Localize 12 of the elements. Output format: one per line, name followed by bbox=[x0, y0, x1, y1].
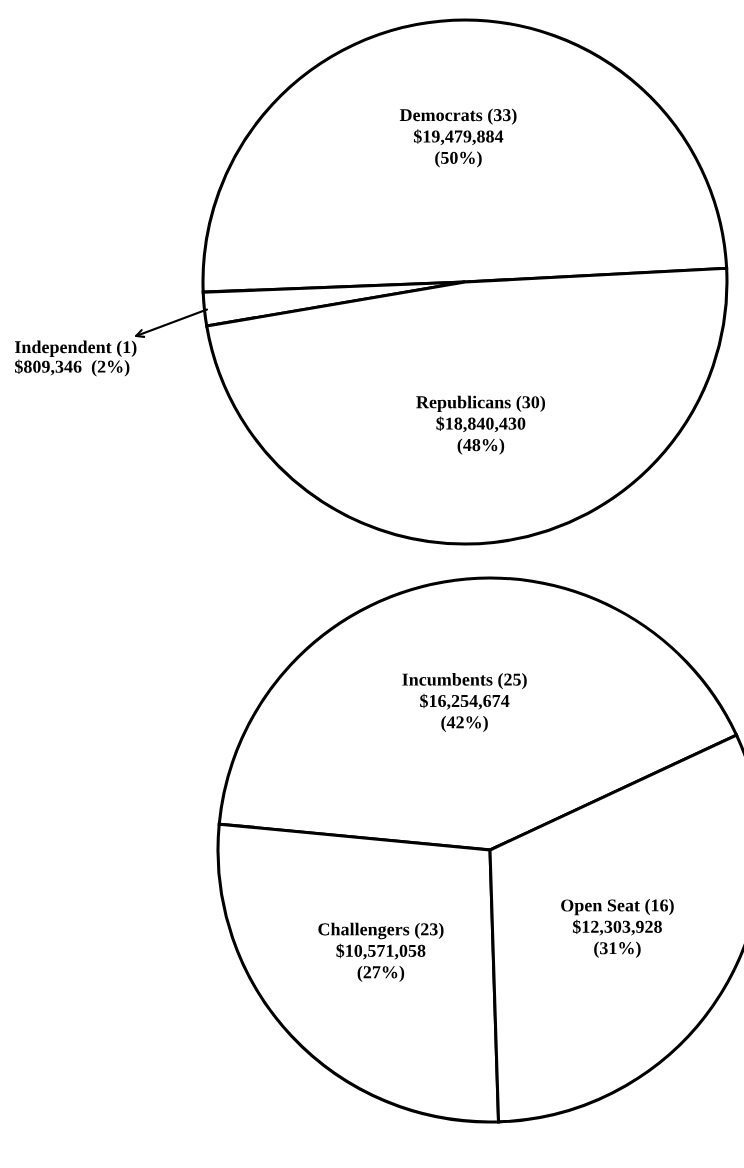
data-label: $19,479,884 (50%) bbox=[413, 129, 504, 168]
data-label: $10,571,058 (27%) bbox=[336, 943, 426, 982]
slice-label: Open Seat (16) bbox=[561, 898, 674, 916]
data-label: $12,303,928 (31%) bbox=[572, 919, 662, 958]
slice-label: Republicans (30) bbox=[416, 395, 546, 413]
slice-label: Democrats (33) bbox=[399, 108, 517, 125]
data-label: $18,840,430 (48%) bbox=[436, 416, 526, 455]
slice-label: Challengers (23) bbox=[318, 922, 444, 940]
legend-label: Independent (1) bbox=[14, 340, 137, 357]
slice-label: Incumbents (25) bbox=[402, 673, 527, 690]
data-label: $16,254,674 (42%) bbox=[420, 693, 510, 733]
data-label: $809,346 (2%) bbox=[15, 359, 130, 377]
